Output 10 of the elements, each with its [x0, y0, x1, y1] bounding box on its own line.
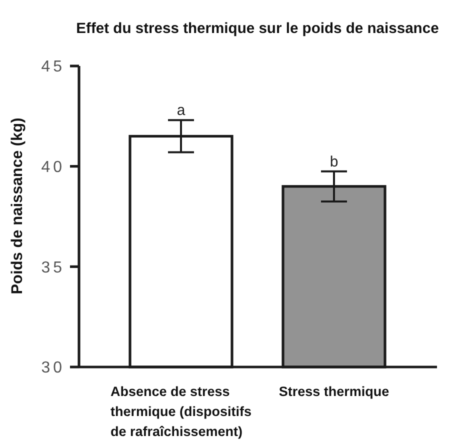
annotation: a [176, 102, 186, 120]
y-tick-label: 40 [41, 158, 65, 176]
y-tick-label: 35 [41, 259, 65, 276]
annotation: b [330, 153, 338, 170]
y-tick-label: 30 [41, 360, 65, 377]
y-axis-title: Poids de naissance (kg) [9, 118, 26, 294]
x-tick-label: Stress thermique [278, 384, 390, 399]
y-tick-label: 45 [41, 58, 65, 76]
x-tick-label: Absence de stress thermique (dispositifs de rafraîchissement) [110, 384, 252, 439]
chart-title: Effet du stress thermique sur le poids de naissance [76, 21, 439, 37]
